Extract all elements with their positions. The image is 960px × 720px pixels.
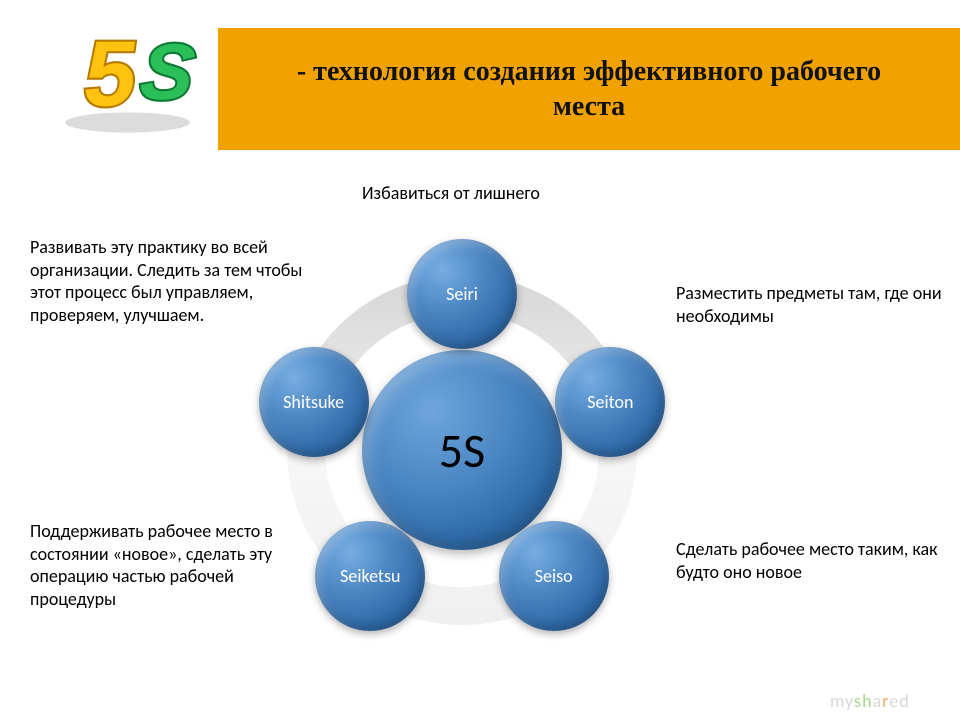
node-seiri: Seiri (407, 239, 517, 349)
node-label: Seiton (587, 391, 633, 413)
title-text: - технология создания эффективного рабоч… (218, 48, 960, 130)
svg-text:S: S (137, 27, 199, 116)
cap-seiketsu: Поддерживать рабочее место в состоянии «… (30, 520, 295, 610)
title-bar: - технология создания эффективного рабоч… (218, 28, 960, 150)
node-label: Shitsuke (283, 391, 344, 413)
cap-seiton: Разместить предметы там, где они необход… (676, 282, 946, 327)
node-shitsuke: Shitsuke (259, 347, 369, 457)
cap-seiri: Избавиться от лишнего (362, 182, 662, 205)
node-label: Seiketsu (340, 565, 400, 587)
svg-text:5: 5 (78, 22, 144, 125)
slide-canvas: - технология создания эффективного рабоч… (0, 0, 960, 720)
watermark: myshared (830, 690, 910, 712)
node-seiton: Seiton (555, 347, 665, 457)
center-label: 5S (439, 421, 485, 480)
node-seiketsu: Seiketsu (315, 521, 425, 631)
center-node: 5S (362, 350, 562, 550)
logo-5s: 5 S (36, 18, 214, 136)
cap-shitsuke: Развивать эту практику во всей организац… (30, 236, 320, 326)
node-label: Seiso (535, 565, 573, 587)
node-seiso: Seiso (499, 521, 609, 631)
node-label: Seiri (446, 283, 478, 305)
cap-seiso: Сделать рабочее место таким, как будто о… (676, 538, 946, 583)
logo-5s-svg: 5 S (36, 18, 214, 136)
